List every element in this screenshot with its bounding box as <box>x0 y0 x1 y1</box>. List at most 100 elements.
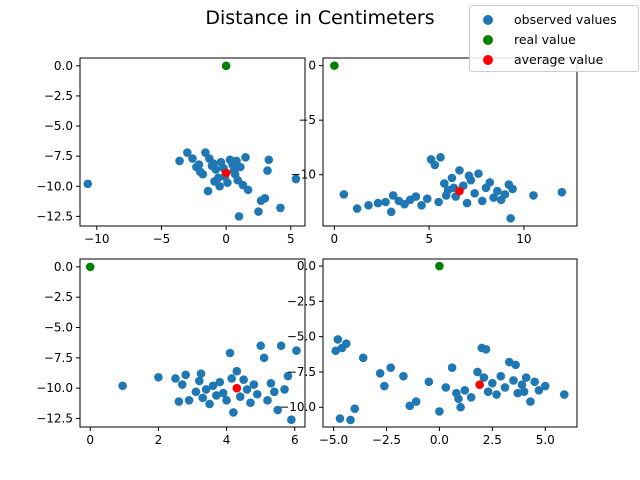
subplot-3-observed-point <box>154 372 163 382</box>
subplot-1-observed-point <box>254 207 263 216</box>
legend-entry-average: average value <box>470 50 638 70</box>
subplot-1-observed-point <box>263 166 272 175</box>
subplot-4-observed-point <box>454 394 463 404</box>
subplot-3-ytick-label: 0.0 <box>54 260 73 274</box>
subplot-2-xtick-label: 5 <box>425 232 433 246</box>
subplot-2-xtick-label: 10 <box>516 232 531 246</box>
subplot-4-observed-point <box>509 376 518 385</box>
legend-marker-observed <box>483 15 493 25</box>
subplot-3-average-point <box>232 383 242 393</box>
subplot-2-ytick-label: −5 <box>298 113 316 127</box>
subplot-1-observed-point <box>188 154 197 163</box>
subplot-3-observed-point <box>177 380 187 389</box>
subplot-2-observed-point <box>373 198 383 208</box>
subplot-4-observed-point <box>405 401 415 411</box>
subplot-2-observed-point <box>474 169 483 178</box>
subplot-1-observed-point <box>194 160 204 169</box>
subplot-3-observed-point <box>184 396 194 405</box>
subplot-4-observed-point <box>333 335 343 344</box>
subplot-2-observed-point <box>422 194 432 204</box>
subplot-1-xtick-label: −5 <box>153 232 171 246</box>
subplot-2-observed-point <box>417 200 426 210</box>
subplot-2-observed-point <box>386 207 396 217</box>
subplot-2-observed-point <box>447 173 457 183</box>
subplot-2-observed-point <box>462 198 472 208</box>
subplot-4-average-point <box>475 380 484 389</box>
subplot-4-ytick-label: −7.5 <box>287 365 316 379</box>
subplot-3-observed-point <box>270 387 279 397</box>
subplot-1-ytick-label: −10.0 <box>36 179 73 193</box>
subplot-3-observed-point <box>171 374 180 383</box>
subplot-2-observed-point <box>364 200 373 210</box>
subplot-4-observed-point <box>488 378 497 388</box>
legend-label-average: average value <box>514 52 604 67</box>
subplot-2-observed-point <box>485 178 495 187</box>
subplot-1-observed-point <box>207 161 217 171</box>
subplot-4-observed-point <box>456 402 465 412</box>
subplot-1-xtick-label: 0 <box>222 232 230 246</box>
subplot-3-ytick-label: −2.5 <box>44 290 73 304</box>
subplot-4-observed-point <box>335 414 345 423</box>
subplot-4-observed-point <box>399 371 408 381</box>
subplot-4-observed-point <box>519 387 529 397</box>
subplot-4-observed-point <box>341 339 351 349</box>
subplot-2-observed-point <box>440 179 449 188</box>
subplot-1-observed-point <box>260 194 270 203</box>
subplot-4-observed-point <box>380 381 389 391</box>
subplot-1-observed-point <box>264 155 274 165</box>
subplot-2-frame <box>322 57 578 227</box>
subplot-2-observed-point <box>441 191 451 200</box>
subplot-3-observed-point <box>242 385 252 394</box>
subplot-1-observed-point <box>291 174 301 184</box>
subplot-2-observed-point <box>500 190 510 199</box>
subplot-2-ytick-label: 0 <box>308 59 316 73</box>
subplot-3-observed-point <box>276 341 286 351</box>
subplot-3-ytick-label: −10.0 <box>36 381 73 395</box>
subplot-1-observed-point <box>210 177 219 186</box>
subplot-1-xtick-label: 5 <box>287 232 295 246</box>
subplot-3-xtick-label: 2 <box>155 433 163 447</box>
subplot-4-observed-point <box>530 377 539 387</box>
subplot-4-observed-point <box>521 373 531 382</box>
subplot-4-observed-point <box>540 381 550 391</box>
subplot-4-xtick-label: 0.0 <box>430 433 449 447</box>
legend-marker-real <box>483 35 493 45</box>
subplot-1-observed-point <box>175 156 184 166</box>
subplot-3-xtick-label: 0 <box>86 433 94 447</box>
subplot-1-frame <box>79 57 306 227</box>
subplot-1-observed-point <box>229 166 239 175</box>
legend-label-real: real value <box>514 32 576 47</box>
subplot-4-observed-point <box>441 383 451 392</box>
subplot-4-xtick-label: −5.0 <box>319 433 348 447</box>
subplot-2-observed-point <box>464 171 474 181</box>
legend: observed values real value average value <box>469 5 639 72</box>
subplot-2-observed-point <box>388 191 398 200</box>
subplot-4-observed-point <box>511 360 520 370</box>
subplot-4-observed-point <box>358 353 368 363</box>
subplot-4-observed-point <box>492 390 501 399</box>
subplot-3-observed-point <box>256 341 265 351</box>
subplot-2-observed-point <box>436 152 445 162</box>
subplot-4-observed-point <box>411 397 421 406</box>
subplot-3-observed-point <box>229 408 238 417</box>
subplot-2-observed-point <box>430 160 440 170</box>
subplot-1-observed-point <box>232 156 241 166</box>
subplot-2-observed-point <box>381 197 390 207</box>
subplot-1-ytick-label: −5.0 <box>44 119 73 133</box>
subplot-4-observed-point <box>534 385 544 395</box>
subplot-3-observed-point <box>225 348 235 358</box>
subplot-2-observed-point <box>506 214 515 223</box>
subplot-3-observed-point <box>201 385 211 394</box>
subplot-2-average-point <box>455 186 464 196</box>
subplot-4-frame <box>322 258 578 428</box>
subplot-3-observed-point <box>273 405 283 415</box>
subplot-3-observed-point <box>263 396 272 405</box>
subplot-4-observed-point <box>386 363 396 373</box>
subplot-3-ytick-label: −7.5 <box>44 351 73 365</box>
subplot-3-observed-point <box>222 396 231 405</box>
subplot-1-ytick-label: −2.5 <box>44 89 73 103</box>
subplot-2-observed-point <box>477 196 487 206</box>
subplot-3-observed-point <box>235 392 245 401</box>
subplot-3-observed-point <box>196 369 206 378</box>
subplot-3-observed-point <box>227 374 237 383</box>
